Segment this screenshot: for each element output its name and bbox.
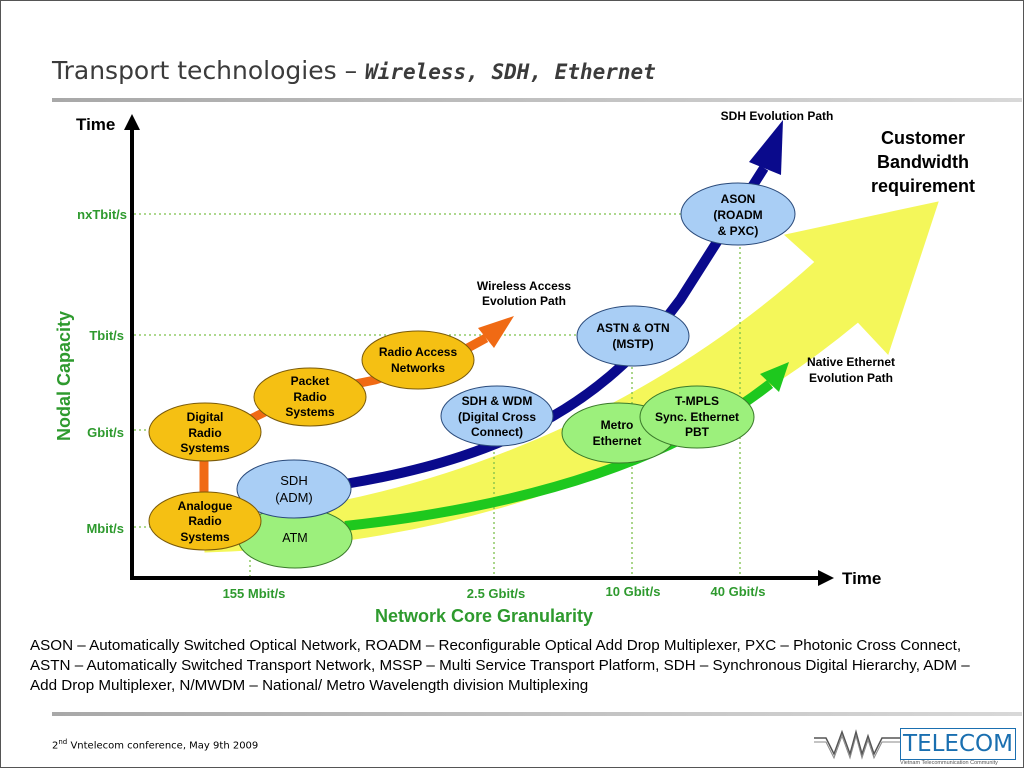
y-tick-mbit: Mbit/s (86, 521, 124, 536)
ason-label-1: ASON (721, 192, 756, 206)
ran-label-1: Radio Access (379, 345, 458, 359)
customer-label-1: Customer (881, 128, 965, 148)
logo-tagline: Vietnam Telecommunication Community (900, 760, 998, 766)
ason-label-3: & PXC) (718, 224, 759, 238)
analogue-label-1: Analogue (178, 499, 233, 513)
y-axis-title: Time (76, 115, 115, 134)
x-tick-155m: 155 Mbit/s (223, 586, 286, 601)
y-tick-nxtbit: nxTbit/s (77, 207, 127, 222)
ethernet-path-label-2: Evolution Path (809, 371, 893, 385)
x-axis-label: Network Core Granularity (375, 606, 593, 626)
wireless-path-label-2: Evolution Path (482, 294, 566, 308)
sdh-adm-label-2: (ADM) (275, 490, 313, 505)
title-main: Transport technologies – (52, 56, 366, 85)
sdh-wdm-label-1: SDH & WDM (462, 394, 533, 408)
packet-label-1: Packet (291, 374, 330, 388)
packet-label-3: Systems (285, 405, 335, 419)
x-tick-10g: 10 Gbit/s (606, 584, 661, 599)
sdh-path-arrowhead (749, 120, 783, 175)
logo-waveform-icon (814, 729, 900, 760)
x-tick-2g5: 2.5 Gbit/s (467, 586, 526, 601)
digital-label-3: Systems (180, 441, 230, 455)
y-axis-arrowhead (124, 114, 140, 130)
logo-wordmark: TELECOM (900, 728, 1016, 760)
customer-label-2: Bandwidth (877, 152, 969, 172)
vntelecom-logo: TELECOM Vietnam Telecommunication Commun… (812, 722, 1017, 768)
metro-label-1: Metro (601, 418, 634, 432)
ason-label-2: (ROADM (713, 208, 762, 222)
node-ason (680, 182, 796, 246)
astn-label-2: (MSTP) (612, 337, 653, 351)
metro-label-2: Ethernet (593, 434, 642, 448)
footer-ordinal: 2 (52, 740, 59, 752)
footer-text: 2nd Vntelecom conference, May 9th 2009 (52, 738, 258, 751)
analogue-label-2: Radio (188, 514, 221, 528)
x-tick-40g: 40 Gbit/s (711, 584, 766, 599)
sdh-path-label: SDH Evolution Path (721, 109, 834, 123)
node-sdh-wdm (440, 385, 554, 447)
node-astn-otn (576, 305, 690, 367)
node-analogue-radio (148, 491, 262, 551)
ethernet-path-arrowhead (760, 362, 789, 392)
node-sdh-adm (236, 459, 352, 519)
digital-label-1: Digital (187, 410, 224, 424)
node-packet-radio (253, 367, 367, 427)
ethernet-path-label-1: Native Ethernet (807, 355, 895, 369)
footer-event: Vntelecom conference, May 9th 2009 (67, 740, 259, 752)
digital-label-2: Radio (188, 426, 221, 440)
tmpls-label-1: T-MPLS (675, 394, 719, 408)
slide-title: Transport technologies – Wireless, SDH, … (52, 56, 656, 85)
customer-label-3: requirement (871, 176, 975, 196)
ran-label-2: Networks (391, 361, 445, 375)
x-axis-title: Time (842, 569, 881, 588)
node-tmpls (639, 385, 755, 449)
y-tick-gbit: Gbit/s (87, 425, 124, 440)
sdh-wdm-label-2: (Digital Cross (458, 410, 536, 424)
tmpls-label-3: PBT (685, 425, 710, 439)
node-radio-access (361, 330, 475, 390)
abbreviation-legend: ASON – Automatically Switched Optical Ne… (30, 637, 970, 694)
tmpls-label-2: Sync. Ethernet (655, 410, 739, 424)
x-axis-arrowhead (818, 570, 834, 586)
sdh-adm-label-1: SDH (280, 473, 307, 488)
packet-label-2: Radio (293, 390, 326, 404)
footer-divider (52, 712, 1022, 716)
y-tick-tbit: Tbit/s (89, 328, 124, 343)
transport-evolution-diagram: ATM SDH (ADM) Analogue Radio Systems Dig… (54, 109, 975, 626)
analogue-label-3: Systems (180, 530, 230, 544)
y-axis-label: Nodal Capacity (54, 311, 74, 441)
wireless-path-arrowhead (478, 316, 514, 348)
footer-ordinal-suffix: nd (58, 738, 68, 746)
sdh-wdm-label-3: Connect) (471, 425, 523, 439)
atm-label: ATM (282, 531, 307, 545)
node-digital-radio (148, 402, 262, 462)
title-divider (52, 98, 1022, 102)
wireless-path-label-1: Wireless Access (477, 279, 572, 293)
title-subtitle: Wireless, SDH, Ethernet (365, 60, 656, 84)
astn-label-1: ASTN & OTN (596, 321, 669, 335)
